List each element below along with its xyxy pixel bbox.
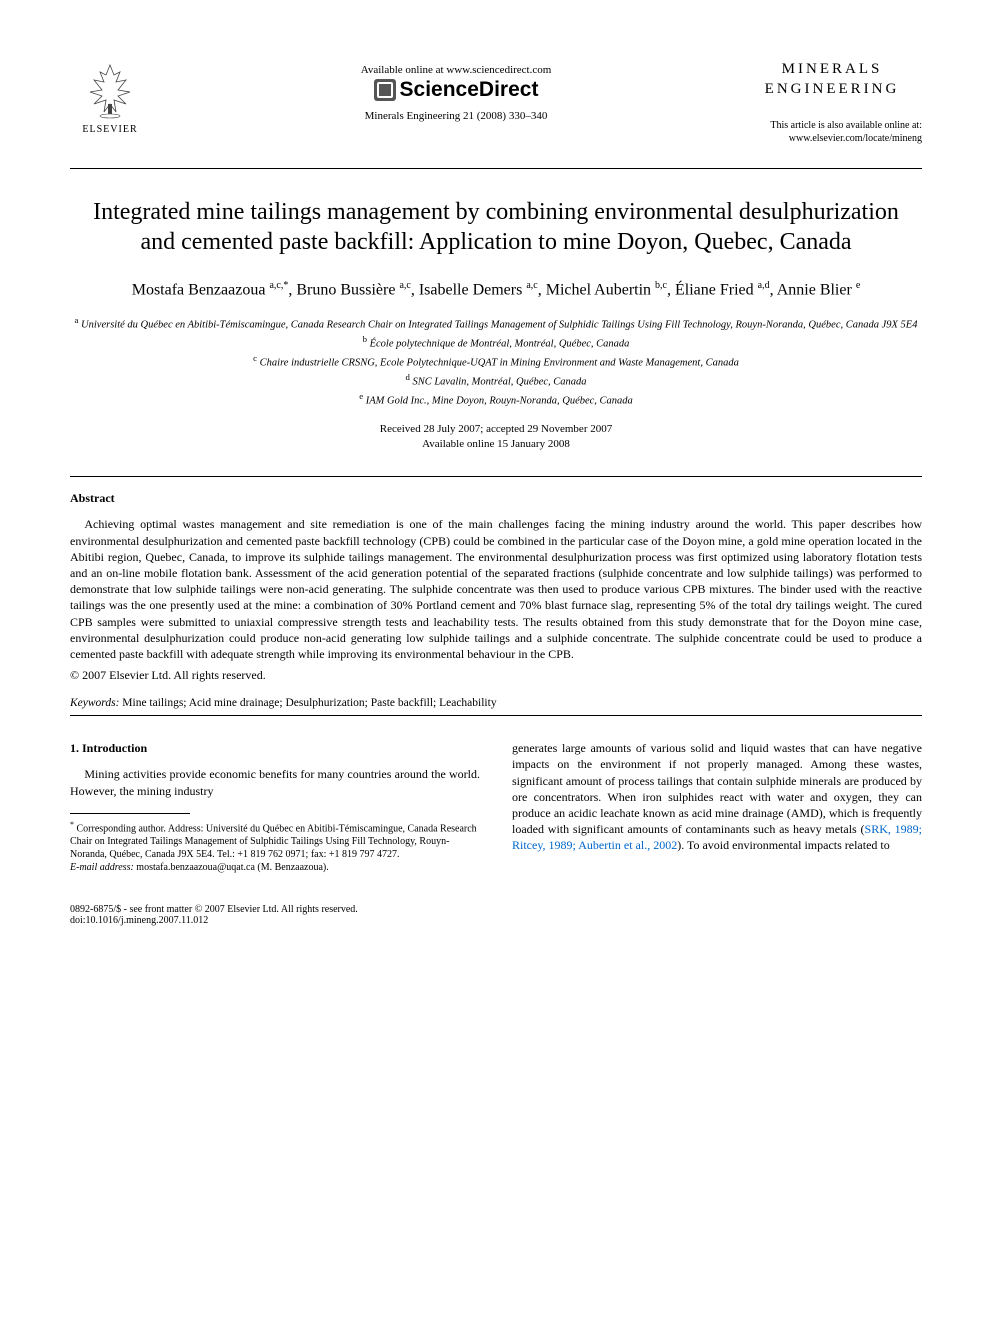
footer-doi: doi:10.1016/j.mineng.2007.11.012 [70,915,358,926]
introduction-left-paragraph: Mining activities provide economic benef… [70,766,480,798]
article-title: Integrated mine tailings management by c… [70,197,922,257]
keywords-text: Mine tailings; Acid mine drainage; Desul… [122,697,496,709]
journal-name-line2: ENGINEERING [765,81,900,97]
journal-name: MINERALS ENGINEERING [742,60,922,99]
intro-right-before-ref: generates large amounts of various solid… [512,741,922,836]
affiliation-a: a Université du Québec en Abitibi-Témisc… [70,314,922,333]
available-online-text: Available online at www.sciencedirect.co… [170,64,742,76]
sciencedirect-icon [374,79,396,101]
abstract-text: Achieving optimal wastes management and … [70,516,922,662]
keywords: Keywords: Mine tailings; Acid mine drain… [70,697,922,709]
header-center: Available online at www.sciencedirect.co… [170,60,742,122]
introduction-right-paragraph: generates large amounts of various solid… [512,740,922,853]
email-address[interactable]: mostafa.benzaazoua@uqat.ca [136,862,255,873]
also-available-line2: www.elsevier.com/locate/mineng [789,133,922,144]
affiliation-d: d SNC Lavalin, Montréal, Québec, Canada [70,371,922,390]
header: ELSEVIER Available online at www.science… [70,60,922,150]
keywords-label: Keywords: [70,697,119,709]
email-label: E-mail address: [70,862,134,873]
article-dates: Received 28 July 2007; accepted 29 Novem… [70,422,922,453]
also-available-line1: This article is also available online at… [770,120,922,131]
journal-reference: Minerals Engineering 21 (2008) 330–340 [170,110,742,122]
journal-name-line1: MINERALS [782,61,883,77]
left-column: 1. Introduction Mining activities provid… [70,740,480,874]
received-date: Received 28 July 2007; accepted 29 Novem… [70,422,922,437]
corresponding-footnote: * Corresponding author. Address: Univers… [70,820,480,874]
footnote-divider [70,813,190,814]
header-divider [70,168,922,169]
right-column: generates large amounts of various solid… [512,740,922,874]
elsevier-tree-icon [80,60,140,120]
online-date: Available online 15 January 2008 [70,437,922,452]
elsevier-logo: ELSEVIER [70,60,150,150]
affiliations: a Université du Québec en Abitibi-Témisc… [70,314,922,410]
footer-front-matter: 0892-6875/$ - see front matter © 2007 El… [70,904,358,915]
abstract-copyright: © 2007 Elsevier Ltd. All rights reserved… [70,668,922,683]
also-available: This article is also available online at… [742,119,922,145]
affiliation-c: c Chaire industrielle CRSNG, Ecole Polyt… [70,352,922,371]
affiliation-b: b École polytechnique de Montréal, Montr… [70,333,922,352]
affiliation-e: e IAM Gold Inc., Mine Doyon, Rouyn-Noran… [70,390,922,409]
publisher-name: ELSEVIER [82,124,137,135]
authors: Mostafa Benzaazoua a,c,*, Bruno Bussière… [70,279,922,302]
sciencedirect-text: ScienceDirect [400,78,539,102]
email-suffix: (M. Benzaazoua). [257,862,328,873]
introduction-heading: 1. Introduction [70,740,480,756]
footer-left: 0892-6875/$ - see front matter © 2007 El… [70,904,358,926]
abstract-top-divider [70,476,922,477]
abstract-heading: Abstract [70,491,922,506]
sciencedirect-brand: ScienceDirect [170,78,742,102]
abstract-bottom-divider [70,715,922,716]
page-footer: 0892-6875/$ - see front matter © 2007 El… [70,904,922,926]
header-right: MINERALS ENGINEERING This article is als… [742,60,922,145]
body-columns: 1. Introduction Mining activities provid… [70,740,922,874]
intro-right-after-ref: ). To avoid environmental impacts relate… [677,838,890,852]
corresponding-text: Corresponding author. Address: Universit… [70,823,477,860]
publisher-logo-block: ELSEVIER [70,60,170,150]
